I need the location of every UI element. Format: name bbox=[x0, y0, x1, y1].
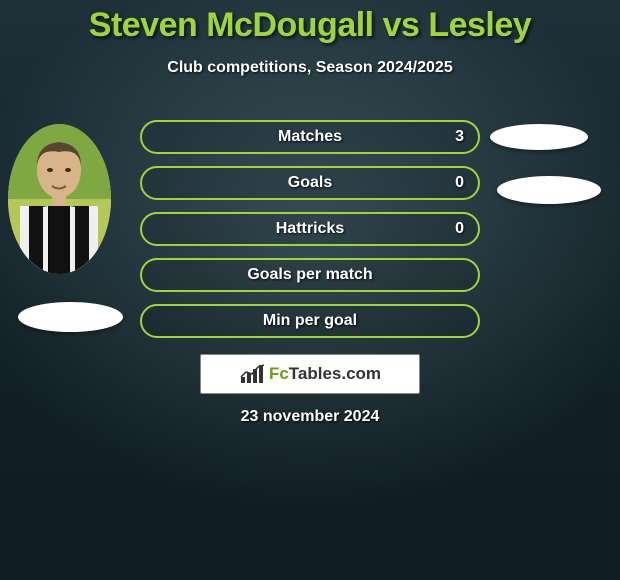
content-wrap: Steven McDougall vs Lesley Club competit… bbox=[0, 0, 620, 580]
fctables-logo: FcTables.com bbox=[200, 354, 420, 394]
player-portrait-icon bbox=[8, 124, 111, 274]
page-title: Steven McDougall vs Lesley bbox=[0, 0, 620, 45]
stat-label: Goals per match bbox=[247, 266, 372, 284]
decor-ellipse-3 bbox=[497, 176, 601, 204]
stat-right-value: 0 bbox=[455, 220, 464, 238]
logo-prefix: Fc bbox=[269, 364, 289, 383]
stat-label: Min per goal bbox=[263, 312, 357, 330]
decor-ellipse-1 bbox=[18, 302, 123, 332]
date-line: 23 november 2024 bbox=[0, 408, 620, 426]
logo-text: FcTables.com bbox=[269, 364, 381, 384]
bar-chart-icon bbox=[239, 363, 265, 385]
stat-row-matches: Matches 3 bbox=[140, 120, 480, 154]
player-photo-left bbox=[8, 124, 111, 274]
stat-label: Hattricks bbox=[276, 220, 344, 238]
stat-row-hattricks: Hattricks 0 bbox=[140, 212, 480, 246]
stat-right-value: 3 bbox=[455, 128, 464, 146]
logo-suffix: Tables.com bbox=[289, 364, 381, 383]
decor-ellipse-2 bbox=[490, 124, 588, 150]
stat-row-goals-per-match: Goals per match bbox=[140, 258, 480, 292]
stat-row-min-per-goal: Min per goal bbox=[140, 304, 480, 338]
subtitle: Club competitions, Season 2024/2025 bbox=[0, 59, 620, 77]
stat-rows: Matches 3 Goals 0 Hattricks 0 Goals per … bbox=[140, 120, 480, 350]
stat-right-value: 0 bbox=[455, 174, 464, 192]
stat-label: Matches bbox=[278, 128, 342, 146]
stat-label: Goals bbox=[288, 174, 332, 192]
stat-row-goals: Goals 0 bbox=[140, 166, 480, 200]
